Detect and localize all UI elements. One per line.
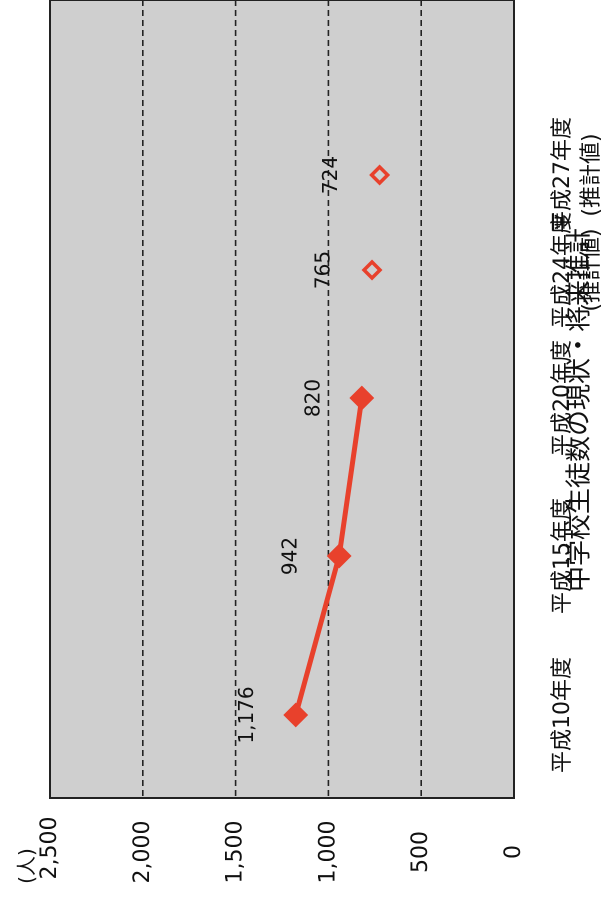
data-point bbox=[349, 385, 375, 411]
data-label: 942 bbox=[278, 537, 302, 575]
data-point bbox=[326, 543, 352, 569]
data-label: 765 bbox=[311, 251, 335, 289]
data-label: 724 bbox=[318, 156, 342, 194]
data-point bbox=[361, 259, 383, 281]
x-tick-label: 平成20年度 bbox=[550, 340, 575, 456]
x-tick-label: 平成24年度 bbox=[550, 212, 575, 328]
x-tick-label: 平成10年度 bbox=[550, 657, 575, 773]
data-point bbox=[369, 164, 391, 186]
y-unit-label: (人) bbox=[15, 848, 39, 884]
y-tick-label: 2,000 bbox=[130, 821, 155, 884]
y-tick-label: 0 bbox=[501, 845, 526, 859]
x-tick-sublabel: (推計値) bbox=[579, 133, 604, 216]
y-tick-label: 500 bbox=[408, 831, 433, 873]
y-tick-label: 1,500 bbox=[223, 821, 248, 884]
y-tick-label: 2,500 bbox=[37, 817, 62, 880]
chart-title: 中学校生徒数の現状・将来推計 bbox=[565, 228, 595, 592]
x-tick-label: 平成15年度 bbox=[550, 498, 575, 614]
x-tick-label: 平成27年度 bbox=[550, 117, 575, 233]
data-label: 820 bbox=[300, 379, 324, 417]
x-tick-sublabel: (推計値) bbox=[579, 228, 604, 311]
y-tick-label: 1,000 bbox=[315, 821, 340, 884]
data-point bbox=[283, 702, 309, 728]
data-label: 1,176 bbox=[234, 686, 258, 743]
plot-area bbox=[49, 0, 515, 799]
